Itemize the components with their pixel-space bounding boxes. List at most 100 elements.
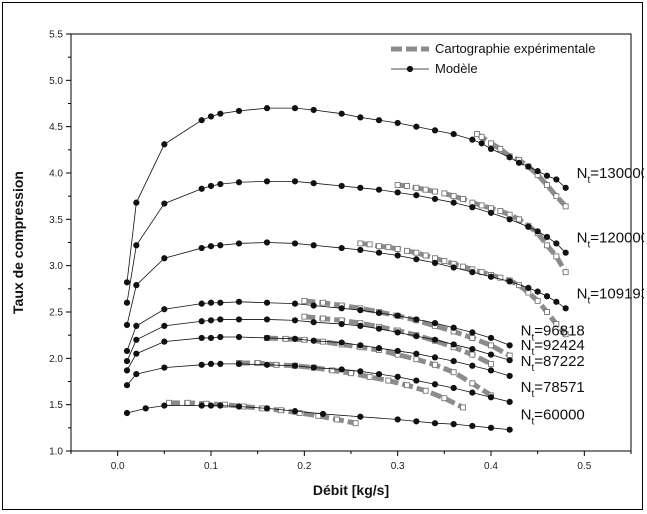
model-point	[310, 319, 317, 326]
model-point	[198, 185, 205, 192]
experimental-point	[366, 373, 373, 380]
model-point	[217, 333, 224, 341]
model-point	[207, 317, 215, 324]
model-point	[394, 119, 401, 127]
model-point	[431, 259, 439, 266]
model-point	[123, 279, 131, 286]
model-point	[469, 204, 476, 211]
model-point	[534, 228, 541, 235]
model-point	[562, 249, 569, 256]
model-point	[375, 117, 383, 124]
model-point	[207, 299, 215, 306]
model-line-60000	[126, 405, 510, 431]
model-point	[338, 305, 345, 312]
model-point	[469, 269, 476, 276]
experimental-point	[562, 331, 569, 338]
y-tick-label: 4.5	[49, 122, 63, 133]
model-point	[487, 424, 495, 431]
model-line-109193	[126, 242, 566, 326]
model-point	[123, 347, 131, 355]
model-point	[375, 325, 383, 332]
speed-label-92424: Nt=92424	[521, 337, 585, 358]
speed-label-87222: Nt=87222	[521, 353, 585, 374]
experimental-point	[497, 145, 504, 152]
model-point	[310, 180, 317, 187]
model-point	[310, 242, 317, 249]
model-point	[338, 244, 345, 252]
model-point	[263, 334, 271, 342]
model-line-120000	[126, 180, 566, 303]
model-point	[161, 255, 168, 262]
model-point	[394, 252, 401, 259]
y-tick-label: 3.5	[49, 215, 63, 226]
model-point	[469, 345, 476, 353]
compressor-map-chart: Nt=130000 Nt=120000 Nt=109193 Nt=96818Nt=92…	[10, 30, 644, 499]
x-axis-title: Débit [kg/s]	[313, 482, 389, 498]
model-point	[133, 350, 140, 357]
model-point	[431, 195, 439, 203]
experimental-point	[460, 404, 466, 411]
experimental-point	[376, 243, 382, 250]
model-point	[235, 298, 243, 305]
experimental-point	[553, 321, 560, 327]
model-point	[319, 410, 327, 418]
model-point	[450, 384, 457, 392]
model-point	[450, 341, 457, 348]
model-point	[525, 223, 532, 230]
experimental-point	[469, 351, 476, 358]
experimental-point	[441, 395, 448, 402]
model-point	[217, 299, 224, 306]
model-point	[375, 186, 383, 193]
experimental-point	[184, 399, 191, 406]
experimental-point	[478, 202, 485, 209]
model-point	[487, 273, 495, 280]
model-point	[217, 316, 224, 323]
model-point	[207, 182, 215, 190]
model-point	[431, 127, 439, 134]
experimental-point	[404, 183, 410, 189]
model-point	[263, 405, 271, 412]
y-tick-label: 4.0	[49, 169, 63, 180]
model-point	[198, 361, 205, 368]
model-point	[161, 141, 168, 148]
model-point	[338, 366, 345, 373]
model-point	[506, 426, 513, 433]
model-point	[161, 306, 168, 313]
model-point	[450, 421, 457, 428]
model-point	[123, 409, 131, 417]
x-tick-label: 0.3	[391, 461, 405, 472]
model-point	[413, 256, 420, 263]
experimental-point	[450, 369, 457, 376]
model-point	[413, 332, 420, 340]
model-point	[469, 389, 476, 396]
y-tick-label: 5.5	[49, 30, 63, 41]
model-point	[291, 105, 299, 112]
model-point	[207, 402, 215, 409]
model-point	[487, 334, 495, 342]
model-point	[133, 336, 140, 343]
model-point	[207, 113, 215, 120]
model-point	[291, 317, 299, 324]
model-point	[450, 324, 457, 331]
legend-model-marker	[406, 65, 414, 73]
model-point	[515, 159, 523, 166]
experimental-point	[352, 420, 359, 427]
model-point	[338, 320, 345, 328]
experimental-point	[544, 182, 550, 188]
experimental-point	[366, 241, 373, 248]
x-tick-label: 0.1	[204, 461, 218, 472]
model-point	[394, 312, 401, 319]
model-point	[543, 172, 551, 179]
model-point	[198, 318, 205, 325]
model-point	[263, 361, 271, 368]
model-point	[263, 178, 271, 185]
model-point	[291, 178, 299, 185]
experimental-point	[348, 370, 354, 377]
experimental-point	[562, 203, 569, 210]
model-point	[375, 309, 383, 317]
x-tick-label: 0.4	[484, 461, 498, 472]
model-point	[506, 216, 513, 223]
experimental-point	[562, 269, 569, 276]
model-point	[413, 418, 420, 425]
model-point	[506, 357, 513, 364]
